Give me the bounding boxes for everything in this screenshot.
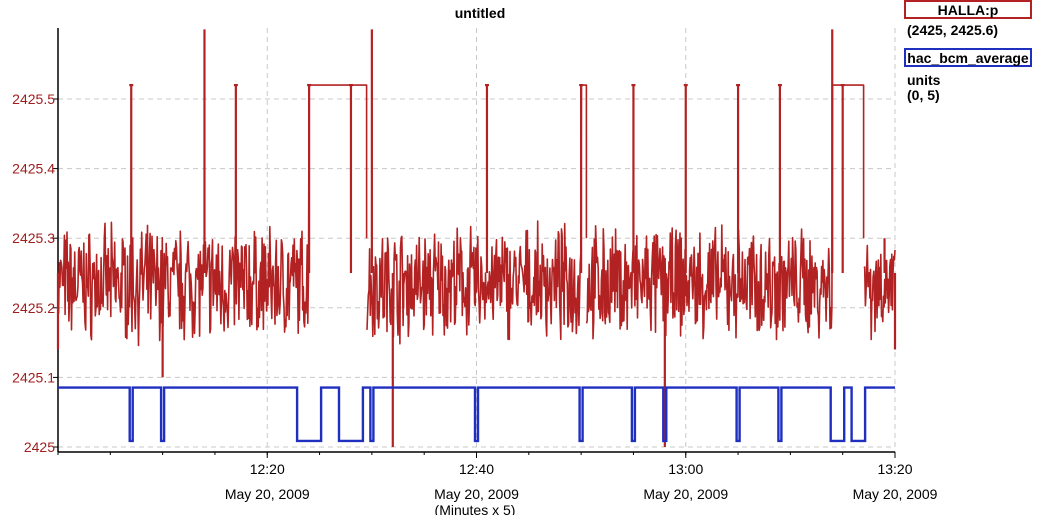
x-tick-date: May 20, 2009 xyxy=(853,486,938,502)
x-tick-date: May 20, 2009 xyxy=(643,486,728,502)
series-hac-bcm-average-line xyxy=(58,386,895,443)
x-tick-date: May 20, 2009 xyxy=(225,486,310,502)
y-tick-label: 2425.4 xyxy=(12,161,55,177)
y-tick-label: 2425 xyxy=(24,439,55,455)
legend-entry-hac-bcm-average[interactable]: hac_bcm_average xyxy=(904,48,1032,67)
x-tick-time: 12:40 xyxy=(459,461,494,477)
x-axis-label: (Minutes x 5) xyxy=(435,502,516,515)
chart-title: untitled xyxy=(454,5,506,21)
x-tick-time: 12:20 xyxy=(250,461,285,477)
x-tick-time: 13:20 xyxy=(877,461,912,477)
grid-lines xyxy=(58,28,896,452)
legend-entry-halla-p[interactable]: HALLA:p xyxy=(904,0,1032,19)
x-tick-labels: 12:20 May 20, 2009 12:40 May 20, 2009 13:00 M… xyxy=(225,461,938,515)
series-lines xyxy=(56,29,897,447)
y-tick-label: 2425.3 xyxy=(12,230,55,246)
legend-range-hac-bcm-average: (0, 5) xyxy=(907,87,940,103)
series-halla-p-line xyxy=(57,84,896,347)
y-tick-label: 2425.2 xyxy=(12,300,55,316)
y-tick-label: 2425.1 xyxy=(12,369,55,385)
x-tick-time: 13:00 xyxy=(668,461,703,477)
y-tick-labels: 2425 2425.1 2425.2 2425.3 2425.4 2425.5 xyxy=(12,91,55,455)
y-tick-label: 2425.5 xyxy=(12,91,55,107)
x-tick-date: May 20, 2009 xyxy=(434,486,519,502)
legend-range-halla-p: (2425, 2425.6) xyxy=(907,22,999,38)
legend-units-hac-bcm-average: units xyxy=(907,72,941,88)
